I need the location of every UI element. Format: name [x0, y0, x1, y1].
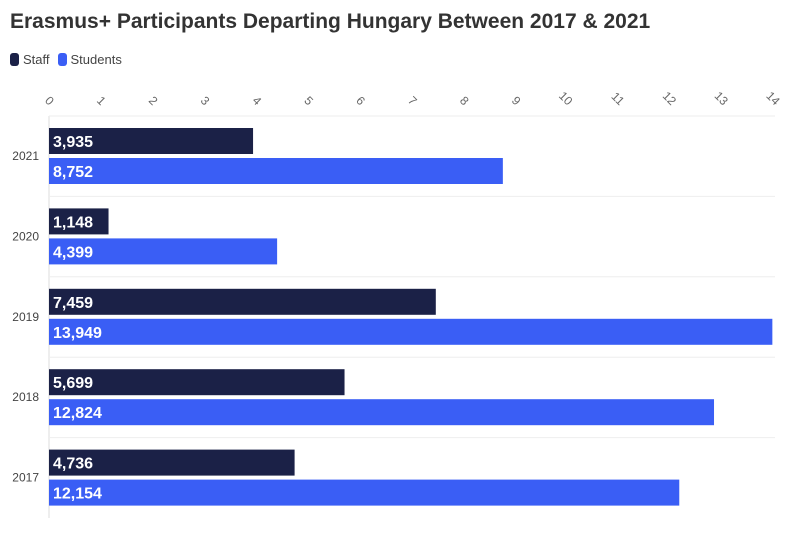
x-tick-label: 11: [608, 89, 627, 108]
data-label: 1,148: [53, 214, 93, 231]
data-label: 7,459: [53, 295, 93, 312]
bar-staff: [49, 369, 345, 396]
x-tick-label: 5: [301, 93, 316, 108]
chart-title: Erasmus+ Participants Departing Hungary …: [10, 10, 651, 33]
data-label: 3,935: [53, 134, 93, 151]
x-tick-label: 0: [42, 93, 57, 108]
bar-staff: [49, 288, 436, 315]
bar-students: [49, 238, 278, 265]
data-label: 12,824: [53, 405, 102, 422]
data-label: 13,949: [53, 325, 102, 342]
x-tick-label: 6: [353, 93, 368, 108]
bar-students: [49, 399, 715, 426]
x-tick-label: 10: [556, 89, 576, 109]
legend-label-staff: Staff: [23, 52, 50, 67]
data-label: 4,399: [53, 244, 93, 261]
x-tick-label: 2: [146, 93, 161, 108]
bar-students: [49, 318, 773, 345]
x-tick-label: 8: [457, 93, 472, 108]
y-tick-label: 2017: [12, 471, 39, 485]
data-label: 8,752: [53, 164, 93, 181]
legend-swatch-students: [57, 53, 67, 66]
x-tick-label: 12: [660, 89, 680, 109]
y-tick-label: 2021: [12, 149, 39, 163]
bar-staff: [49, 449, 295, 476]
x-tick-label: 7: [405, 93, 420, 108]
data-label: 5,699: [53, 375, 93, 392]
data-label: 12,154: [53, 486, 102, 503]
x-tick-label: 3: [198, 93, 213, 108]
legend-item-students[interactable]: Students: [57, 52, 122, 67]
x-tick-label: 13: [712, 89, 732, 109]
legend: Staff Students: [10, 52, 130, 67]
legend-swatch-staff: [10, 53, 19, 66]
y-tick-label: 2020: [12, 229, 39, 243]
bar-students: [49, 158, 503, 184]
data-label: 4,736: [53, 456, 93, 473]
bar-staff: [49, 208, 109, 235]
y-tick-label: 2019: [12, 310, 39, 324]
x-tick-label: 4: [250, 93, 265, 108]
legend-label-students: Students: [70, 52, 122, 67]
legend-item-staff[interactable]: Staff: [10, 52, 50, 67]
bar-staff: [49, 128, 254, 154]
y-tick-label: 2018: [12, 390, 39, 404]
x-tick-label: 9: [509, 93, 524, 108]
bar-students: [49, 479, 680, 506]
x-tick-label: 1: [94, 93, 109, 108]
x-tick-label: 14: [763, 89, 783, 109]
